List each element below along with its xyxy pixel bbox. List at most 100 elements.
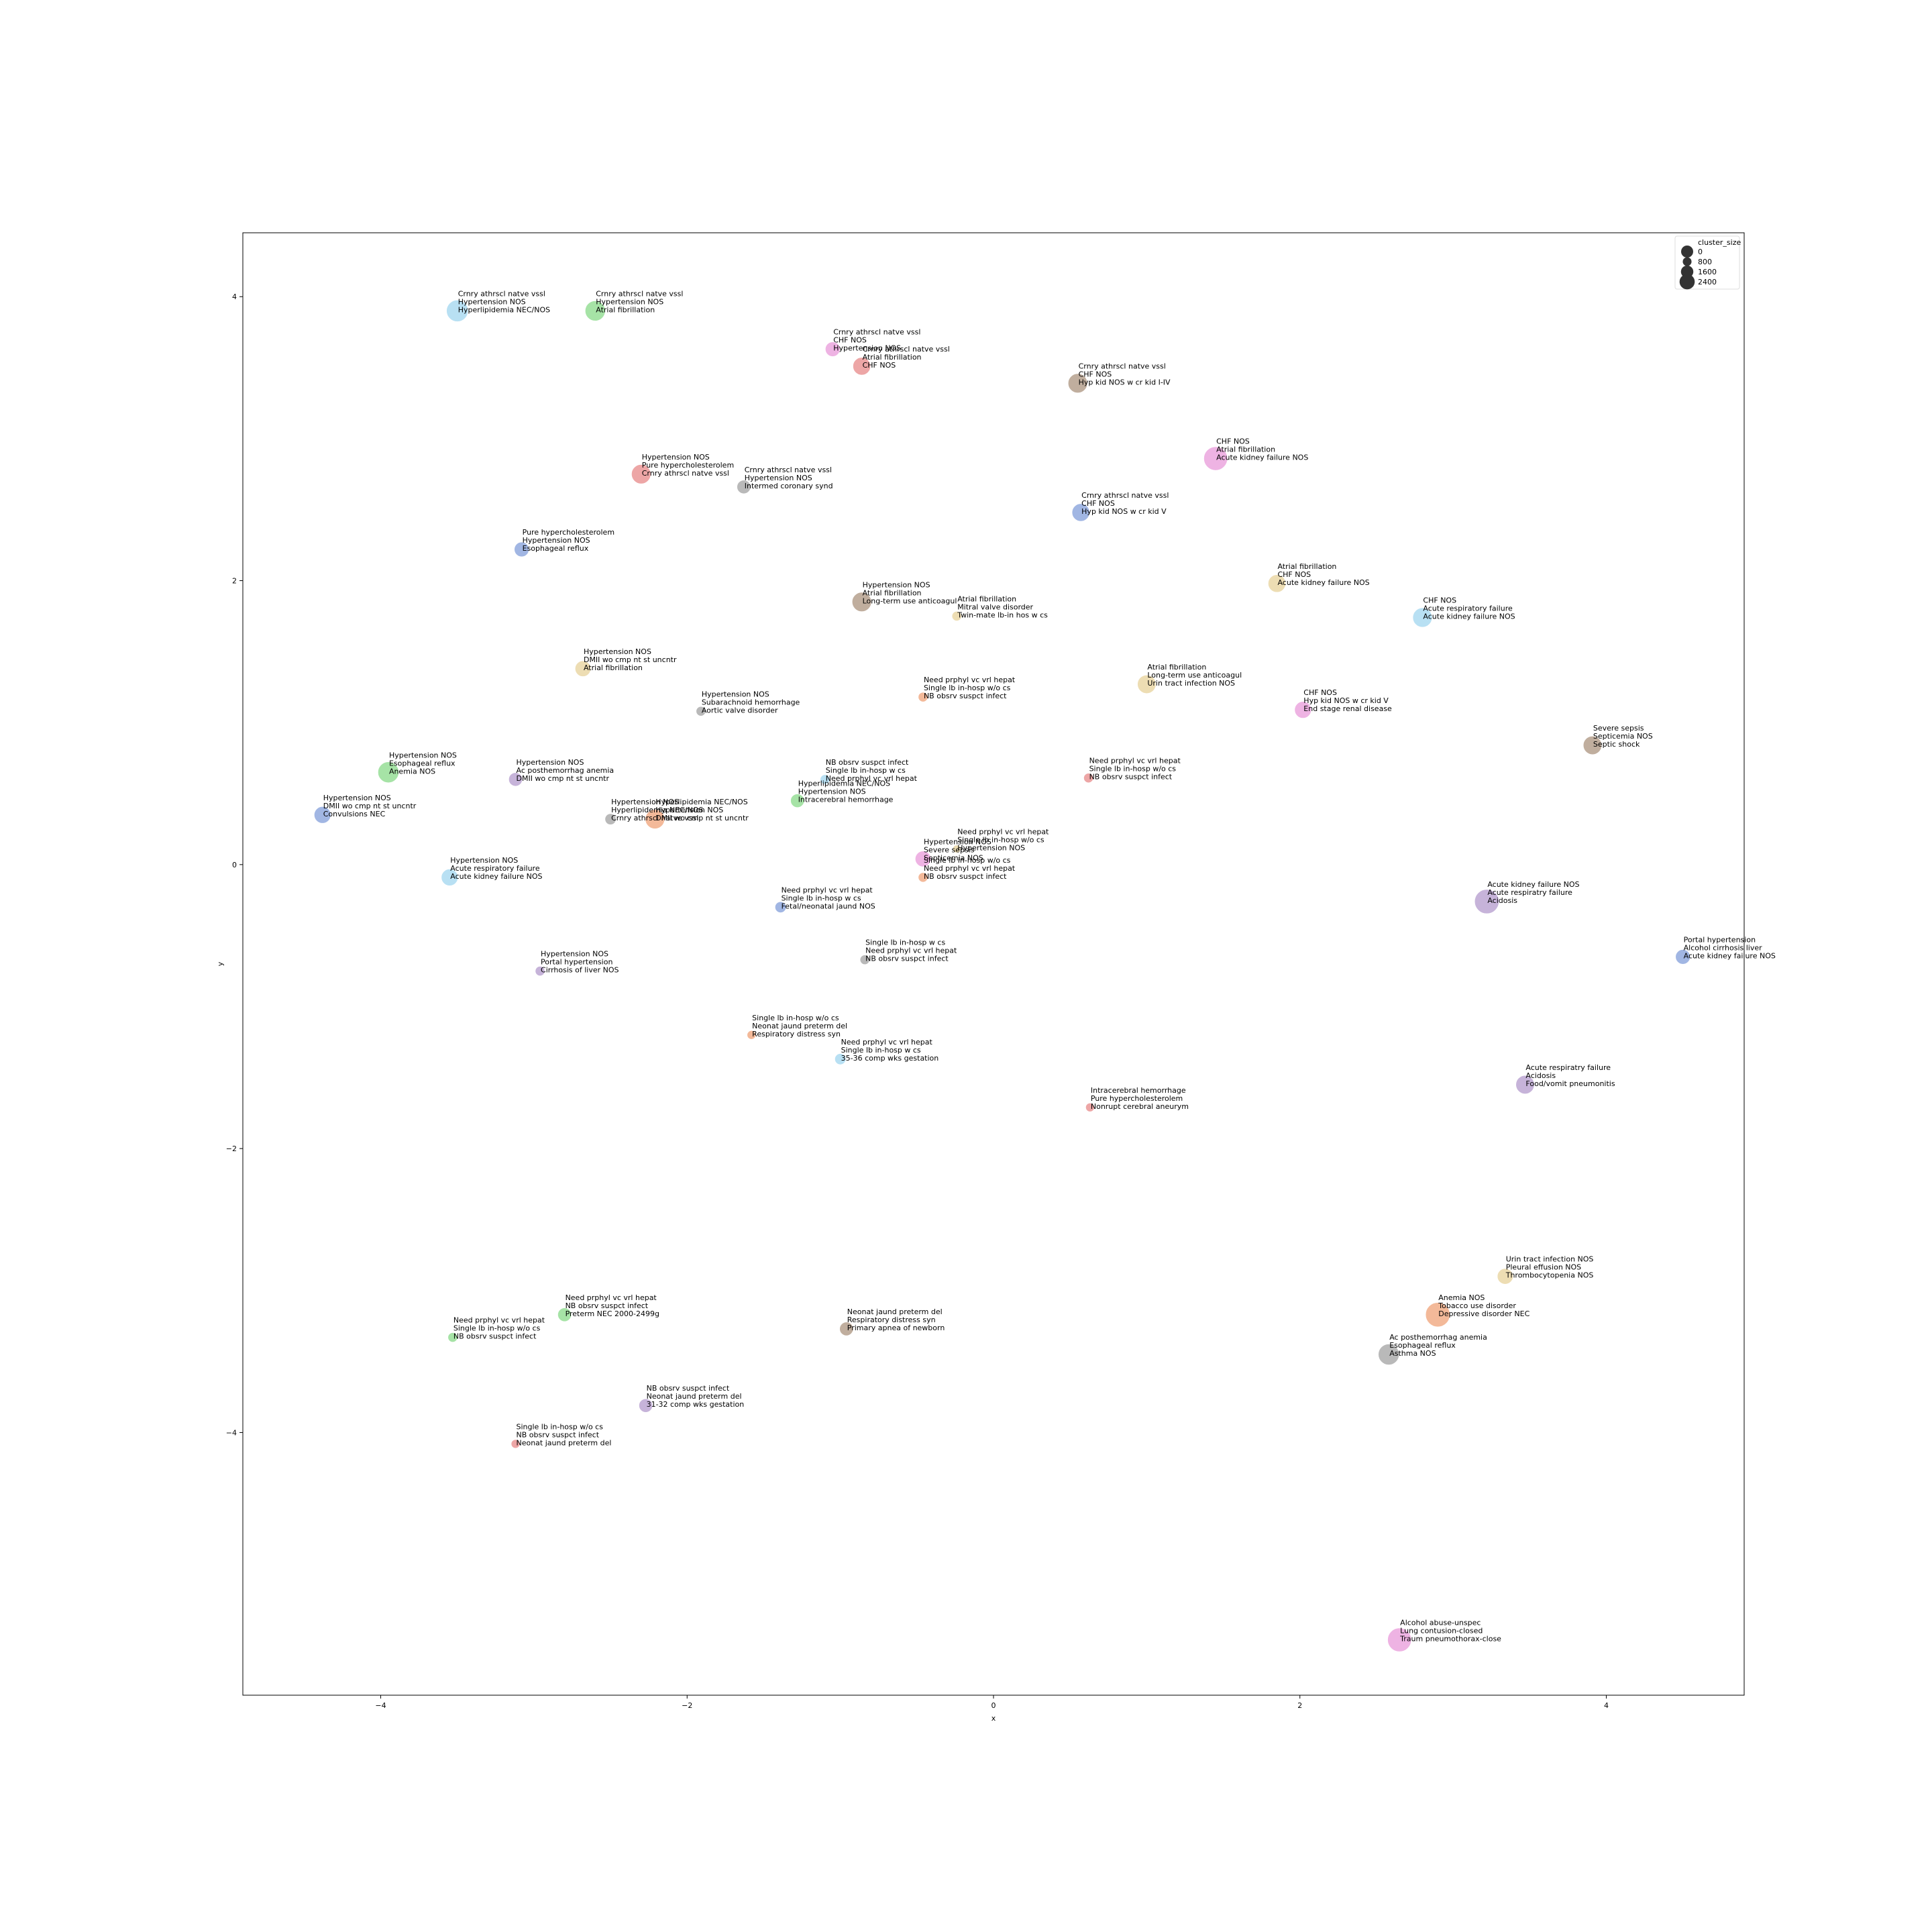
data-point [834, 1053, 847, 1065]
point-label-line: Alcohol cirrhosis liver [1684, 943, 1762, 952]
data-point [584, 300, 606, 322]
points-layer [313, 299, 1691, 1652]
point-label-line: Ac posthemorrhag anemia [516, 766, 614, 775]
legend-marker [1681, 246, 1693, 258]
point-label-line: Hypertension NOS [458, 297, 526, 306]
point-label-line: Crnry athrscl natve vssl [458, 289, 545, 298]
point-label-line: Anemia NOS [1438, 1293, 1485, 1302]
data-point [774, 901, 787, 914]
point-label: Severe sepsis Septicemia NOS Septic shock [1593, 724, 1653, 749]
point-label-line: CHF NOS [863, 361, 896, 370]
point-label-line: NB obsrv suspct infect [865, 955, 949, 963]
point-label-line: DMII wo cmp nt st uncntr [516, 774, 609, 783]
point-label-line: Single lb in-hosp w/o cs [453, 1324, 541, 1333]
point-label-line: Esophageal reflux [389, 759, 455, 767]
point-label-line: NB obsrv suspct infect [647, 1384, 730, 1393]
legend-marker [1679, 274, 1695, 290]
point-label: CHF NOS Acute respiratory failure Acute ki… [1423, 596, 1515, 621]
point-label-line: Crnry athrscl natve vssl [642, 469, 729, 478]
point-label: Ac posthemorrhag anemia Esophageal reflux… [1389, 1333, 1487, 1358]
point-label-line: Neonat jaund preterm del [516, 1438, 611, 1447]
data-point [851, 592, 872, 612]
point-label: Single lb in-hosp w/o cs NB obsrv suspct … [516, 1422, 611, 1447]
point-label-line: CHF NOS [1423, 596, 1456, 605]
data-point [508, 772, 523, 787]
point-label-line: CHF NOS [833, 336, 867, 345]
point-label: Hypertension NOS Acute respiratory failur… [450, 856, 542, 881]
point-label-line: Lung contusion-closed [1400, 1626, 1483, 1635]
point-label-line: Single lb in-hosp w/o cs [752, 1014, 839, 1022]
point-label-line: Hypertension NOS [745, 474, 812, 482]
point-label-line: Hyp kid NOS w cr kid V [1303, 696, 1389, 705]
y-tick-label: 4 [232, 292, 237, 301]
point-label-line: Single lb in-hosp w/o cs [957, 836, 1044, 845]
data-point [852, 357, 871, 376]
point-label-line: Subarachnoid hemorrhage [702, 698, 800, 706]
point-label: Hypertension NOS Hyperlipidemia NEC/NOS Cr… [611, 798, 703, 822]
point-label-line: Septic shock [1593, 740, 1640, 749]
data-point [1203, 446, 1228, 471]
point-label-line: Esophageal reflux [1389, 1341, 1456, 1350]
data-point [1515, 1075, 1535, 1095]
point-label: Hypertension NOS Severe sepsis Septicemia … [924, 837, 991, 862]
plot-frame [242, 232, 1745, 1696]
point-label-line: Neonat jaund preterm del [847, 1307, 943, 1316]
point-label: Hyperlipidemia NEC/NOS Hypertension NOS DM… [655, 798, 749, 822]
point-label: Hypertension NOS DMII wo cmp nt st uncntr… [323, 794, 417, 818]
point-label-line: Intracerebral hemorrhage [798, 796, 894, 804]
point-label: Crnry athrscl natve vssl CHF NOS Hypertens… [833, 328, 920, 353]
point-label-line: Single lb in-hosp w cs [782, 894, 861, 902]
point-label: Need prphyl vc vrl hepat Single lb in-hos… [957, 828, 1049, 853]
y-tick-label: 2 [232, 577, 237, 586]
point-label: Crnry athrscl natve vssl Hypertension NOS… [596, 289, 683, 314]
point-label-line: Acute respiratory failure [1423, 604, 1513, 613]
point-label: Atrial fibrillation Long-term use anticoa… [1147, 663, 1242, 688]
point-label: Need prphyl vc vrl hepat Single lb in-hos… [782, 885, 875, 910]
point-label-line: Atrial fibrillation [957, 594, 1016, 603]
point-label-line: Hypertension NOS [596, 297, 663, 306]
point-label-line: Crnry athrscl natve vssl [596, 289, 683, 298]
point-label-line: Single lb in-hosp w/o cs [924, 684, 1011, 692]
point-label-line: Acute kidney failure NOS [1684, 951, 1776, 960]
point-label-line: Pure hypercholesterolem [523, 528, 614, 537]
point-label-line: Acute kidney failure NOS [450, 872, 542, 881]
point-label: CHF NOS Atrial fibrillation Acute kidney f… [1216, 437, 1308, 462]
point-label-line: End stage renal disease [1303, 704, 1392, 713]
data-point [604, 813, 616, 826]
point-label-line: Atrial fibrillation [1216, 445, 1275, 454]
point-label-line: NB obsrv suspct infect [1089, 773, 1173, 782]
point-label: Hypertension NOS DMII wo cmp nt st uncntr… [584, 647, 677, 672]
point-label: Need prphyl vc vrl hepat NB obsrv suspct … [566, 1293, 659, 1318]
point-label-line: Fetal/neonatal jaund NOS [782, 902, 875, 910]
point-label-line: Need prphyl vc vrl hepat [924, 676, 1016, 684]
point-label-line: Single lb in-hosp w/o cs [924, 856, 1011, 865]
point-label-line: CHF NOS [1079, 370, 1112, 378]
x-tick-label: 4 [1604, 1701, 1609, 1710]
point-label-line: Single lb in-hosp w cs [841, 1046, 921, 1055]
point-label-line: Hypertension NOS [702, 690, 769, 698]
point-label-line: Food/vomit pneumonitis [1525, 1079, 1615, 1088]
data-point [511, 1439, 521, 1449]
point-label: Atrial fibrillation CHF NOS Acute kidney f… [1277, 562, 1369, 587]
point-label-line: Need prphyl vc vrl hepat [566, 1293, 657, 1302]
point-label-line: Twin-mate lb-in hos w cs [957, 610, 1048, 619]
point-label-line: Thrombocytopenia NOS [1505, 1271, 1594, 1280]
legend-entry-label: 2400 [1698, 278, 1717, 286]
data-point [557, 1307, 572, 1322]
legend: cluster_size 0 800 1600 2400 [1674, 235, 1741, 290]
data-point [1425, 1301, 1451, 1328]
point-label-line: CHF NOS [1216, 437, 1250, 446]
point-label: Crnry athrscl natve vssl CHF NOS Hyp kid N… [1081, 491, 1169, 516]
data-point [952, 845, 961, 854]
data-point [535, 965, 545, 977]
point-label-line: Hypertension NOS [584, 647, 651, 656]
point-label-line: Need prphyl vc vrl hepat [1089, 757, 1181, 765]
point-label-line: Convulsions NEC [323, 810, 386, 818]
point-label-line: Septicemia NOS [1593, 732, 1653, 741]
point-label-line: Hypertension NOS [323, 794, 391, 802]
point-label: Hypertension NOS Esophageal reflux Anemia … [389, 751, 457, 775]
point-label: Intracerebral hemorrhage Pure hypercholes… [1091, 1086, 1189, 1111]
point-label-line: CHF NOS [1303, 688, 1337, 697]
point-label-line: Neonat jaund preterm del [752, 1022, 847, 1030]
point-label-line: Single lb in-hosp w cs [865, 938, 945, 947]
